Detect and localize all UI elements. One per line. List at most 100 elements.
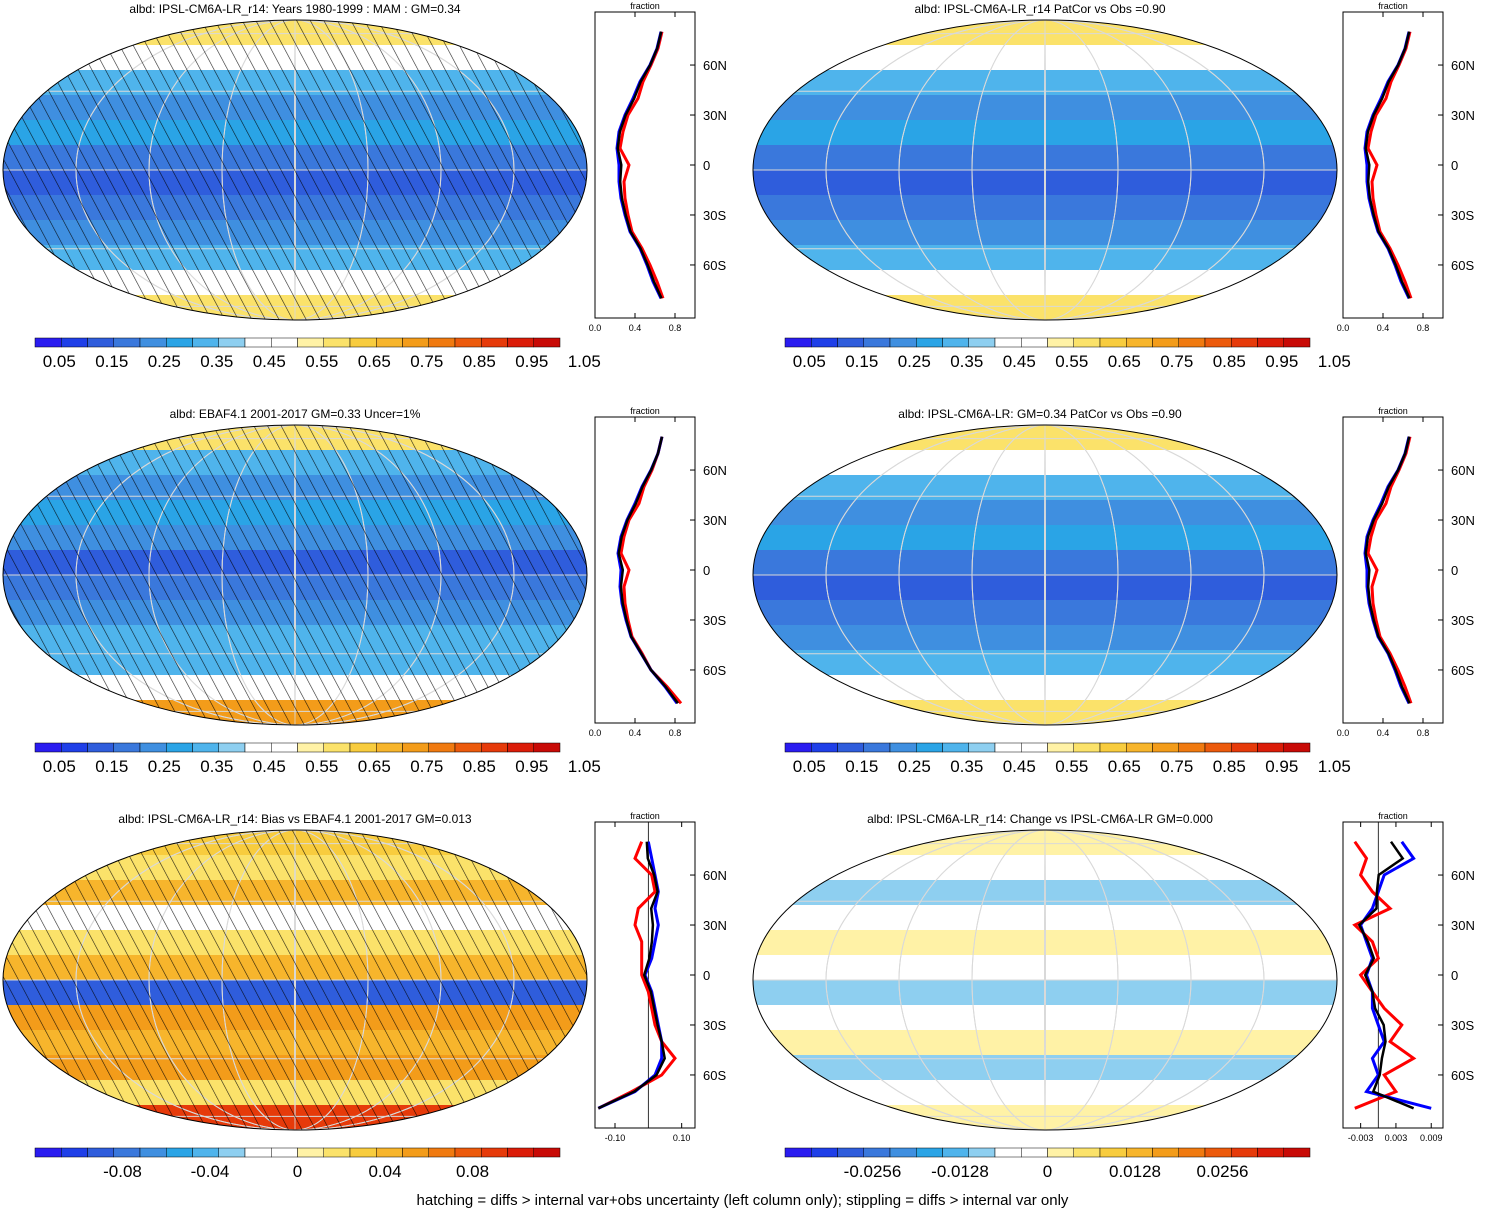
zonal-ytick-label: 60N bbox=[703, 58, 727, 73]
panel-title: albd: IPSL-CM6A-LR: GM=0.34 PatCor vs Ob… bbox=[898, 407, 1182, 421]
zonal-ytick-label: 60S bbox=[703, 663, 726, 678]
map-panel-2: albd: IPSL-CM6A-LR_r14 PatCor vs Obs =0.… bbox=[752, 1, 1475, 371]
colorbar-cell bbox=[1047, 742, 1074, 753]
zonal-ytick-label: 0 bbox=[703, 563, 710, 578]
colorbar-cell bbox=[1204, 1147, 1232, 1158]
colorbar-label: 0.05 bbox=[43, 352, 76, 371]
colorbar-label: 0.65 bbox=[1108, 757, 1141, 776]
colorbar-cell bbox=[1047, 337, 1074, 348]
zonal-mean-line bbox=[1364, 436, 1411, 704]
colorbar-cell bbox=[87, 337, 114, 348]
colorbar-cell bbox=[1283, 742, 1311, 753]
zonal-ytick-label: 60N bbox=[1451, 58, 1475, 73]
colorbar-cell bbox=[1152, 742, 1179, 753]
colorbar-cell bbox=[323, 742, 351, 753]
zonal-obs-line bbox=[618, 31, 665, 299]
zonal-mean-plot: fraction 60N 30N 0 30S 60S 0.0 0.4 0.8 bbox=[589, 406, 727, 738]
colorbar-label: 1.05 bbox=[568, 352, 601, 371]
colorbar-cell bbox=[784, 742, 812, 753]
zonal-ytick-label: 30N bbox=[1451, 918, 1475, 933]
colorbar-cell bbox=[454, 337, 482, 348]
colorbar-cell bbox=[1021, 742, 1048, 753]
colorbar-cell bbox=[376, 1147, 403, 1158]
colorbar-cell bbox=[1152, 1147, 1179, 1158]
colorbar-cell bbox=[994, 1147, 1022, 1158]
zonal-xtick-label: 0.009 bbox=[1420, 1133, 1443, 1143]
meridian-line bbox=[898, 425, 1192, 725]
colorbar-label: 0.65 bbox=[358, 352, 391, 371]
zonal-mean-line bbox=[617, 436, 679, 705]
zonal-xtick-label: 0.0 bbox=[589, 323, 602, 333]
colorbar-cell bbox=[34, 1147, 62, 1158]
colorbar-cell bbox=[1231, 742, 1258, 753]
colorbar-label: 1.05 bbox=[1318, 352, 1351, 371]
colorbar-cell bbox=[1073, 742, 1101, 753]
colorbar-cell bbox=[218, 337, 246, 348]
colorbar-cell bbox=[454, 1147, 482, 1158]
colorbar-cell bbox=[942, 742, 969, 753]
hatching-overlay bbox=[3, 830, 587, 1130]
meridian-line bbox=[825, 830, 1265, 1130]
meridian-line bbox=[971, 425, 1119, 725]
zonal-xtick-label: 0.8 bbox=[1417, 728, 1430, 738]
colorbar-cell bbox=[481, 337, 508, 348]
hatching-overlay bbox=[3, 425, 587, 725]
colorbar-cell bbox=[297, 337, 324, 348]
zonal-obs-line bbox=[1366, 436, 1413, 704]
colorbar-cell bbox=[1099, 1147, 1127, 1158]
hatching-overlay bbox=[3, 20, 587, 320]
colorbar-label: -0.04 bbox=[191, 1162, 230, 1181]
colorbar-cell bbox=[916, 742, 943, 753]
colorbar-cell bbox=[244, 337, 272, 348]
colorbar-label: 0.15 bbox=[95, 352, 128, 371]
zonal-xtick-label: 0.4 bbox=[1377, 323, 1390, 333]
colorbar-cell bbox=[218, 1147, 246, 1158]
zonal-ytick-label: 30S bbox=[703, 613, 726, 628]
map-field bbox=[753, 425, 1337, 725]
map-panel-1: albd: IPSL-CM6A-LR_r14: Years 1980-1999 … bbox=[2, 1, 727, 371]
zonal-ytick-label: 60N bbox=[1451, 868, 1475, 883]
colorbar-cell bbox=[428, 742, 456, 753]
colorbar-cell bbox=[1178, 337, 1206, 348]
zonal-ytick-label: 60S bbox=[703, 258, 726, 273]
colorbar-cell bbox=[811, 337, 838, 348]
colorbar-cell bbox=[1021, 337, 1048, 348]
colorbar-cell bbox=[942, 337, 969, 348]
colorbar-cell bbox=[968, 1147, 996, 1158]
zonal-xlabel: fraction bbox=[630, 811, 660, 821]
colorbar-cell bbox=[87, 742, 114, 753]
colorbar-cell bbox=[87, 1147, 114, 1158]
zonal-ytick-label: 30N bbox=[703, 108, 727, 123]
colorbar-label: 0.95 bbox=[515, 757, 548, 776]
map-field bbox=[3, 20, 587, 320]
colorbar-cell bbox=[784, 1147, 812, 1158]
colorbar-cell bbox=[1126, 1147, 1153, 1158]
zonal-ytick-label: 30S bbox=[1451, 613, 1474, 628]
zonal-xtick-label: 0.4 bbox=[629, 728, 642, 738]
colorbar-label: 0.15 bbox=[845, 757, 878, 776]
colorbar-label: 0.75 bbox=[1160, 352, 1193, 371]
colorbar-cell bbox=[507, 337, 534, 348]
colorbar-label: 0.25 bbox=[148, 757, 181, 776]
colorbar-label: 0.0128 bbox=[1109, 1162, 1161, 1181]
zonal-xtick-label: -0.10 bbox=[605, 1133, 626, 1143]
colorbar-cell bbox=[113, 337, 141, 348]
colorbar-cell bbox=[323, 1147, 351, 1158]
zonal-mean-plot: fraction 60N 30N 0 30S 60S -0.003 0.003 0.009 bbox=[1342, 811, 1475, 1143]
zonal-obs-line bbox=[1352, 840, 1417, 1110]
zonal-mean-plot: fraction 60N 30N 0 30S 60S 0.0 0.4 0.8 bbox=[1337, 406, 1475, 738]
zonal-mean-line bbox=[597, 841, 667, 1110]
colorbar-label: 0.85 bbox=[463, 757, 496, 776]
colorbar-label: 0.15 bbox=[95, 757, 128, 776]
colorbar-cell bbox=[376, 742, 403, 753]
map-outline bbox=[752, 19, 1338, 321]
map-panel-4: albd: IPSL-CM6A-LR: GM=0.34 PatCor vs Ob… bbox=[752, 406, 1475, 776]
colorbar-cell bbox=[244, 1147, 272, 1158]
colorbar-cell bbox=[454, 742, 482, 753]
colorbar-cell bbox=[271, 337, 298, 348]
map-panel-5: albd: IPSL-CM6A-LR_r14: Bias vs EBAF4.1 … bbox=[2, 811, 727, 1181]
colorbar-cell bbox=[784, 337, 812, 348]
meridian-line bbox=[1044, 20, 1046, 320]
colorbar-cell bbox=[349, 742, 377, 753]
